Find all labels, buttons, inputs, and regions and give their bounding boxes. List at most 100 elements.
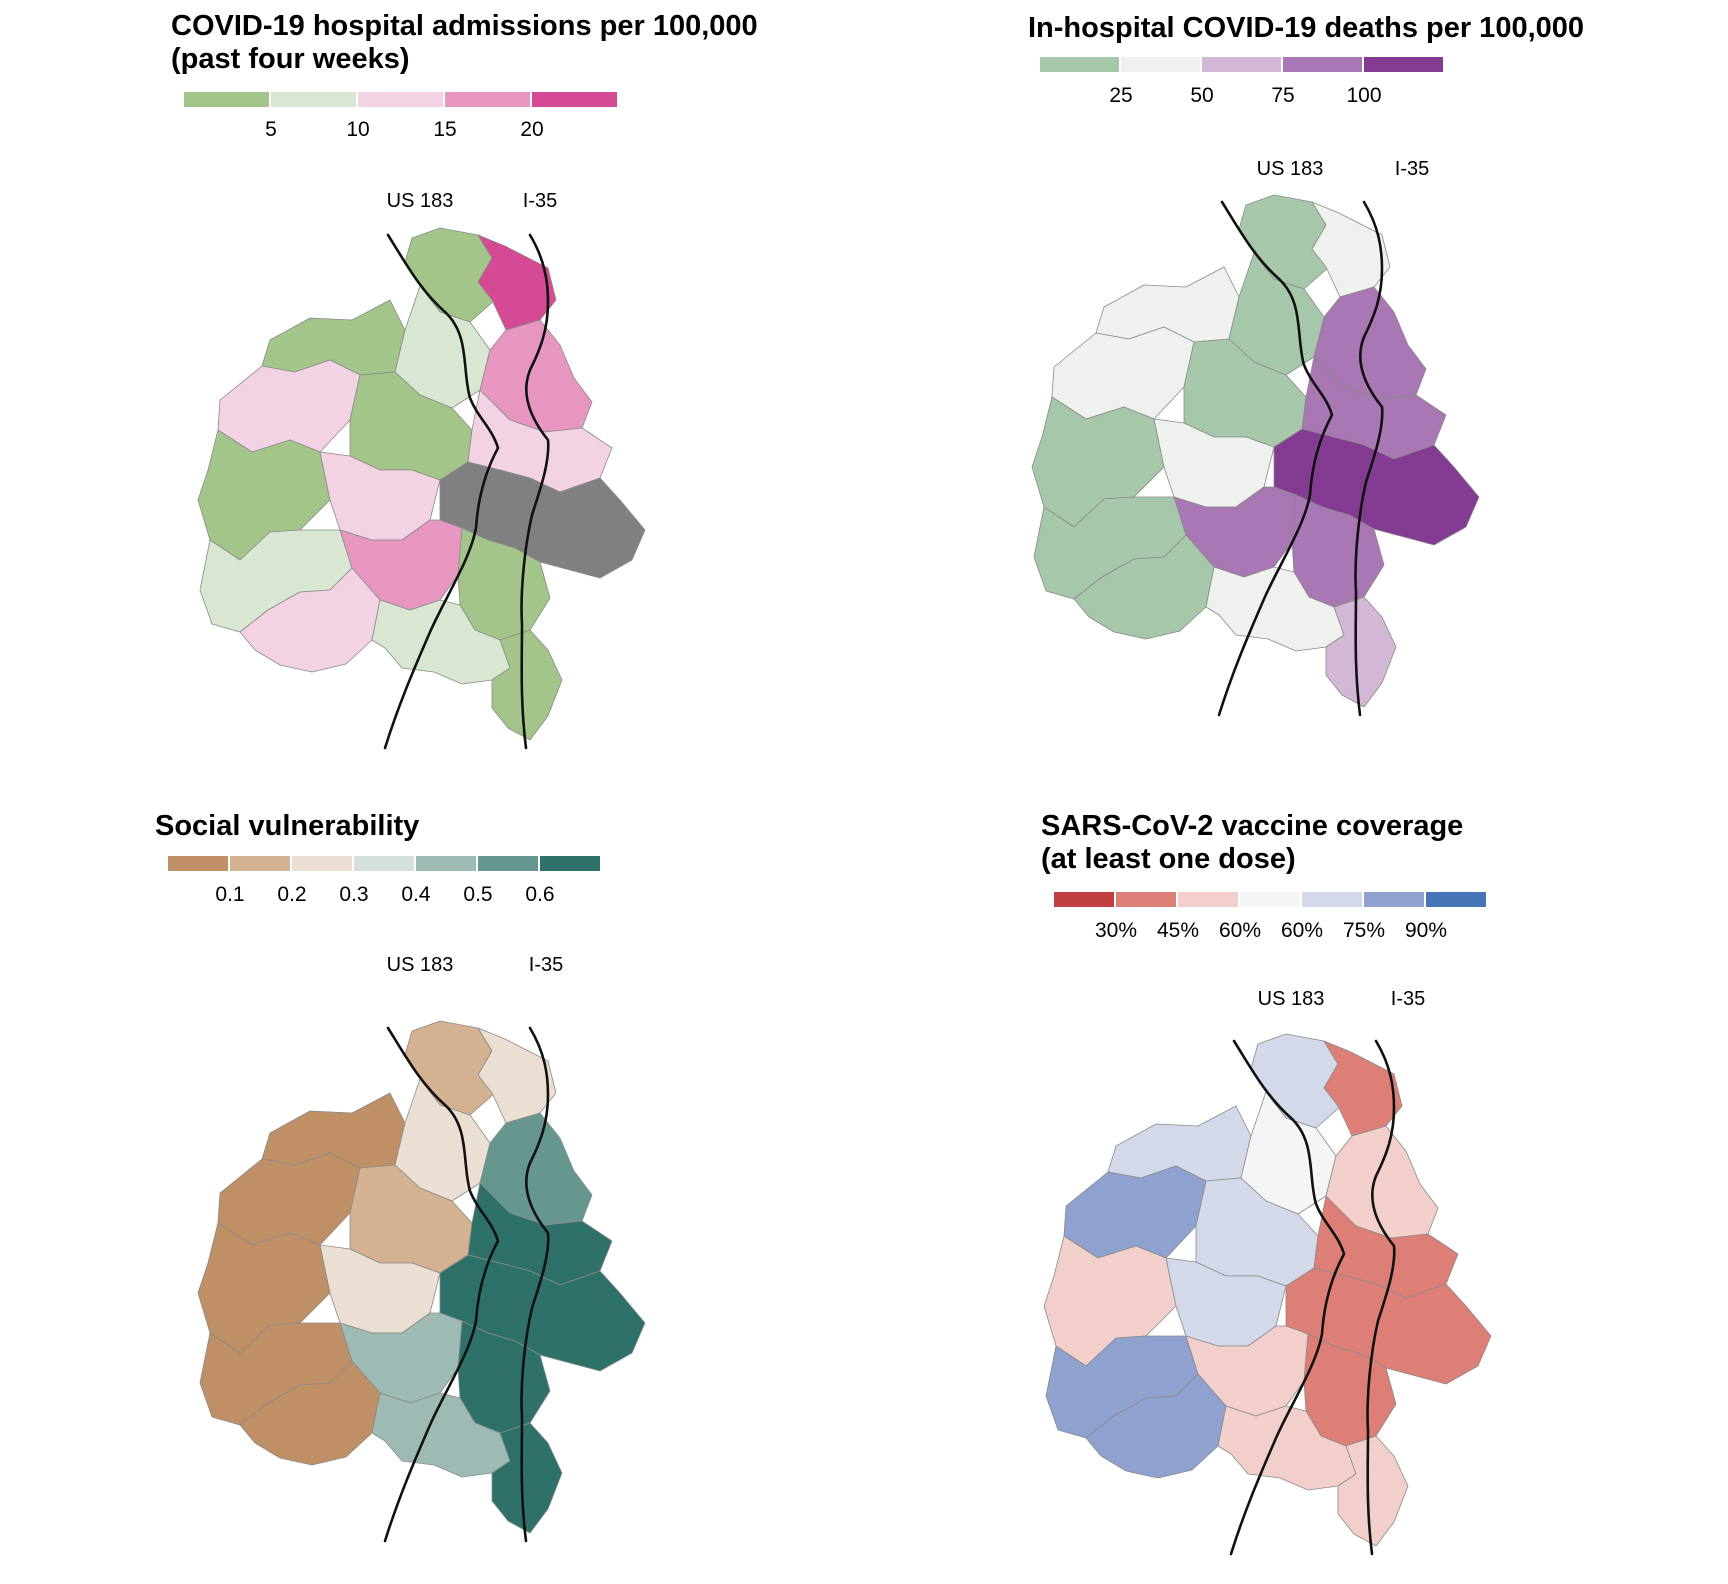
- map-panel-vulnerability: Social vulnerability 0.1 0.2 0.3 0.4 0.5 0.6 …: [0, 792, 864, 1584]
- legend-swatch: [292, 856, 354, 871]
- legend-tick-label: 0.2: [277, 883, 307, 906]
- panel-title: In-hospital COVID-19 deaths per 100,000: [1028, 12, 1584, 45]
- panel-title: Social vulnerability: [155, 810, 419, 843]
- map-panel-admissions: COVID-19 hospital admissions per 100,000…: [0, 0, 864, 792]
- legend-swatch: [354, 856, 416, 871]
- district-region: [491, 1422, 563, 1534]
- district-region: [1325, 596, 1397, 708]
- road-label-i-35: I-35: [522, 190, 558, 212]
- legend-tick-label: 60%: [1218, 919, 1262, 942]
- legend-tick-label: 5: [265, 118, 277, 141]
- road-label-us-183: US 183: [1257, 988, 1325, 1010]
- color-legend: [1054, 892, 1488, 907]
- title-line-1: SARS-CoV-2 vaccine coverage: [1041, 810, 1464, 842]
- panel-title: COVID-19 hospital admissions per 100,000…: [171, 10, 758, 76]
- choropleth-map: [1031, 194, 1480, 717]
- district-region: [1337, 1435, 1409, 1547]
- legend-swatch: [478, 856, 540, 871]
- legend-swatch: [1121, 57, 1202, 72]
- color-legend: [1040, 57, 1445, 72]
- map-regions: [1043, 1033, 1492, 1556]
- title-line-2: (past four weeks): [171, 43, 410, 75]
- highway-us-183-line: [383, 233, 500, 750]
- district-region: [197, 1222, 331, 1354]
- legend-tick-label: 10: [346, 118, 370, 141]
- legend-tick-label: 0.1: [215, 883, 245, 906]
- choropleth-map: [197, 1020, 646, 1543]
- district-region: [1031, 396, 1165, 528]
- color-legend: [184, 92, 619, 107]
- legend-swatch: [1116, 892, 1178, 907]
- title-line-2: (at least one dose): [1041, 843, 1296, 875]
- district-region: [1311, 201, 1391, 298]
- legend-tick-label: 50: [1190, 84, 1214, 107]
- district-region: [477, 1027, 557, 1124]
- road-label-i-35: I-35: [528, 954, 564, 976]
- legend-swatch: [1426, 892, 1488, 907]
- district-region: [1063, 1165, 1207, 1259]
- district-region: [217, 1152, 361, 1246]
- legend-tick-label: 60%: [1280, 919, 1324, 942]
- panel-title: SARS-CoV-2 vaccine coverage (at least on…: [1041, 810, 1463, 876]
- legend-swatch: [1202, 57, 1283, 72]
- legend-swatch: [1302, 892, 1364, 907]
- road-label-us-183: US 183: [386, 190, 454, 212]
- legend-tick-label: 0.4: [401, 883, 431, 906]
- legend-swatch: [1178, 892, 1240, 907]
- legend-tick-label: 0.3: [339, 883, 369, 906]
- road-label-i-35: I-35: [1390, 988, 1426, 1010]
- district-region: [1051, 326, 1195, 420]
- legend-swatch: [1364, 57, 1445, 72]
- legend-swatch: [1364, 892, 1426, 907]
- district-region: [1323, 1040, 1403, 1137]
- legend-swatch: [540, 856, 602, 871]
- legend-swatch: [1040, 57, 1121, 72]
- title-line-1: COVID-19 hospital admissions per 100,000: [171, 10, 758, 42]
- legend-swatch: [1283, 57, 1364, 72]
- legend-swatch: [358, 92, 445, 107]
- choropleth-map: [197, 227, 646, 750]
- district-region: [477, 234, 557, 331]
- choropleth-map: [1043, 1033, 1492, 1556]
- legend-tick-label: 15: [433, 118, 457, 141]
- legend-tick-label: 0.6: [525, 883, 555, 906]
- legend-swatch: [184, 92, 271, 107]
- map-regions: [197, 1020, 646, 1543]
- map-regions: [1031, 194, 1480, 717]
- district-region: [491, 629, 563, 741]
- road-label-us-183: US 183: [386, 954, 454, 976]
- district-region: [1043, 1235, 1177, 1367]
- legend-swatch: [1240, 892, 1302, 907]
- highway-i-35-line: [520, 233, 550, 750]
- legend-tick-label: 90%: [1404, 919, 1448, 942]
- color-legend: [168, 856, 602, 871]
- legend-swatch: [416, 856, 478, 871]
- legend-swatch: [532, 92, 619, 107]
- map-regions: [197, 227, 646, 750]
- legend-swatch: [230, 856, 292, 871]
- legend-tick-label: 100: [1346, 84, 1382, 107]
- highway-us-183-line: [383, 1026, 500, 1543]
- legend-tick-label: 20: [520, 118, 544, 141]
- legend-tick-label: 45%: [1156, 919, 1200, 942]
- title-line-1: In-hospital COVID-19 deaths per 100,000: [1028, 12, 1585, 44]
- map-panel-vaccine: SARS-CoV-2 vaccine coverage (at least on…: [864, 792, 1728, 1584]
- legend-swatch: [1054, 892, 1116, 907]
- title-line-1: Social vulnerability: [155, 810, 420, 842]
- legend-tick-label: 30%: [1094, 919, 1138, 942]
- legend-swatch: [271, 92, 358, 107]
- highway-us-183-line: [1217, 200, 1334, 717]
- district-region: [217, 359, 361, 453]
- road-label-i-35: I-35: [1394, 158, 1430, 180]
- legend-tick-label: 75%: [1342, 919, 1386, 942]
- map-panel-deaths: In-hospital COVID-19 deaths per 100,000 …: [864, 0, 1728, 792]
- district-region: [197, 429, 331, 561]
- highway-i-35-line: [520, 1026, 550, 1543]
- legend-tick-label: 75: [1271, 84, 1295, 107]
- road-label-us-183: US 183: [1256, 158, 1324, 180]
- legend-tick-label: 25: [1109, 84, 1133, 107]
- highway-us-183-line: [1229, 1039, 1346, 1556]
- highway-i-35-line: [1354, 200, 1384, 717]
- legend-swatch: [445, 92, 532, 107]
- legend-tick-label: 0.5: [463, 883, 493, 906]
